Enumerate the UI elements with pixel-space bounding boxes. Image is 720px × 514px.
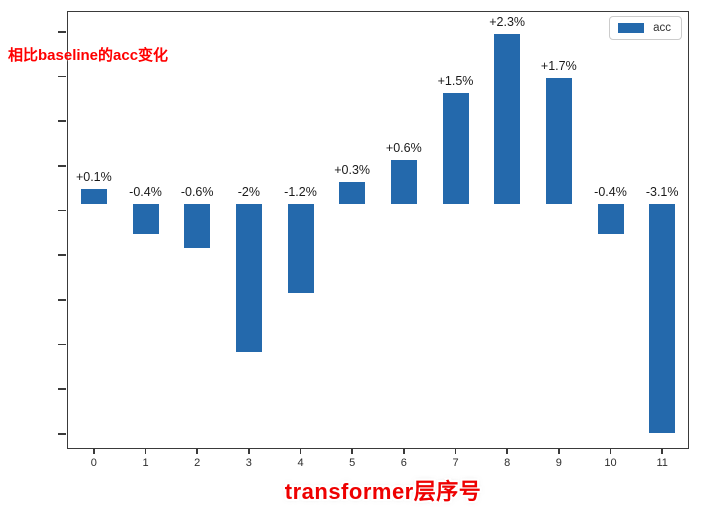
- x-tick-mark: [661, 448, 663, 454]
- bar-value-label: +1.7%: [540, 59, 577, 74]
- bar-layer-0: [80, 189, 107, 204]
- x-tick-mark: [248, 448, 250, 454]
- bar-layer-2: [184, 204, 211, 249]
- bar-value-label: -0.4%: [129, 185, 162, 199]
- x-tick-mark: [609, 448, 612, 454]
- y-tick-mark: [58, 165, 67, 167]
- bar-value-label: +0.3%: [334, 162, 371, 177]
- bar-value-label: +1.5%: [437, 74, 474, 88]
- x-tick-mark: [506, 448, 508, 454]
- x-tick-label: 8: [504, 457, 511, 469]
- bar-layer-5: [339, 181, 366, 204]
- legend-swatch-acc: [618, 23, 645, 33]
- bar-layer-8: [494, 33, 521, 204]
- bar-layer-10: [597, 204, 624, 234]
- x-tick-label: 10: [604, 457, 617, 469]
- x-tick-mark: [403, 448, 405, 454]
- legend: acc: [609, 16, 682, 40]
- bar-layer-4: [287, 204, 314, 293]
- bar-value-label: -2%: [237, 185, 260, 199]
- bar-value-label: -0.6%: [180, 185, 214, 199]
- y-axis-annotation: 相比baseline的acc变化: [8, 47, 169, 64]
- y-tick-mark: [58, 75, 67, 78]
- y-tick-mark: [58, 299, 67, 301]
- y-tick-mark: [58, 343, 67, 346]
- x-tick-label: 6: [400, 457, 407, 469]
- x-tick-label: 4: [297, 457, 304, 469]
- plot-area: acc +0.1% 0 -0.4% 1 -0.6% 2 -2% 3 -1.2% 4 +0.3% 5 +0…: [58, 11, 689, 469]
- bar-layer-6: [390, 159, 417, 204]
- x-tick-label: 7: [452, 457, 459, 469]
- x-tick-mark: [351, 448, 353, 454]
- x-tick-mark: [558, 448, 560, 454]
- x-tick-mark: [196, 448, 198, 454]
- y-tick-mark: [58, 209, 67, 212]
- x-tick-mark: [93, 448, 95, 454]
- y-tick-mark: [58, 31, 67, 33]
- x-tick-mark: [454, 448, 457, 454]
- x-tick-label: 11: [656, 457, 668, 469]
- legend-label-acc: acc: [653, 22, 671, 34]
- x-tick-label: 5: [349, 457, 356, 469]
- bar-layer-9: [545, 78, 572, 204]
- x-tick-label: 0: [90, 457, 97, 469]
- bar-value-label: -0.4%: [594, 185, 627, 199]
- bar-value-label: -1.2%: [284, 185, 317, 199]
- y-tick-mark: [58, 388, 67, 390]
- bar-layer-7: [442, 93, 469, 204]
- bar-value-label: -3.1%: [645, 185, 679, 199]
- bar-value-label: +2.3%: [489, 14, 526, 29]
- bar-value-label: +0.1%: [75, 170, 112, 184]
- y-tick-mark: [58, 433, 67, 435]
- x-tick-mark: [299, 448, 302, 454]
- bar-layer-11: [649, 204, 676, 434]
- y-tick-mark: [58, 120, 67, 122]
- bar-value-label: +0.6%: [385, 140, 422, 155]
- y-tick-mark: [58, 254, 67, 256]
- x-tick-label: 2: [194, 457, 201, 469]
- bar-layer-3: [235, 204, 262, 352]
- x-tick-label: 9: [555, 457, 562, 469]
- x-axis-title: transformer层序号: [284, 479, 482, 504]
- x-tick-mark: [144, 448, 147, 454]
- x-tick-label: 3: [245, 457, 252, 469]
- bar-layer-1: [132, 204, 159, 234]
- x-tick-label: 1: [142, 457, 149, 469]
